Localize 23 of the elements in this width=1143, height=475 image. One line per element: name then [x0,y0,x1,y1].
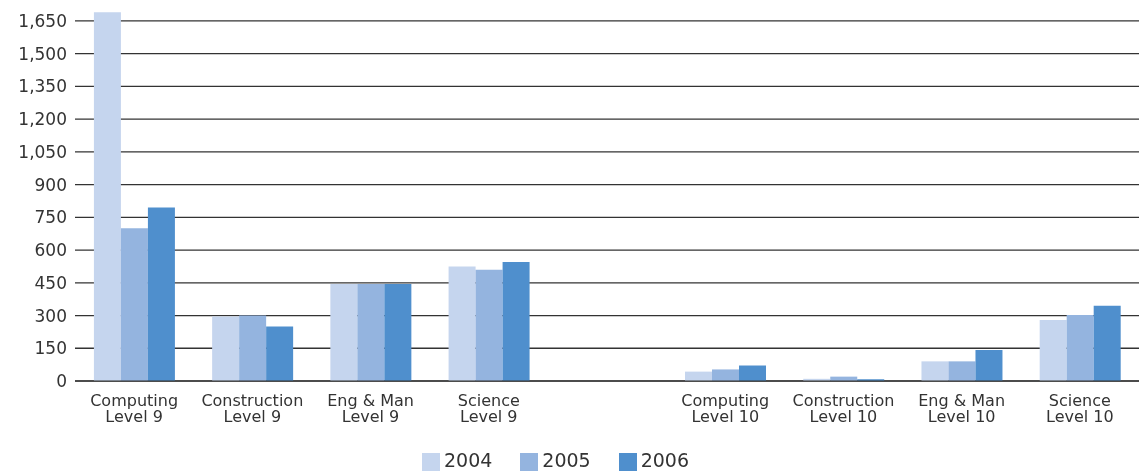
x-tick-label: Construction Level 10 [792,391,895,427]
x-tick-label: Science Level 10 [1046,391,1114,427]
y-tick-label: 0 [56,371,67,392]
legend-label: 2005 [542,449,591,471]
y-tick-label: 1,350 [18,76,67,97]
legend-label: 2004 [443,449,493,471]
y-tick-label: 1,500 [18,43,67,64]
x-tick-label: Computing Level 9 [90,391,179,427]
y-tick-label: 1,200 [18,109,67,130]
y-tick-label: 1,650 [18,10,67,31]
y-tick-label: 450 [34,272,67,293]
y-tick-label: 750 [34,207,67,228]
y-tick-label: 300 [34,305,67,326]
x-tick-label: Eng & Man Level 10 [918,391,1006,427]
y-tick-label: 900 [34,174,67,195]
x-tick-label: Computing Level 10 [681,391,770,427]
y-tick-label: 1,050 [18,141,67,162]
y-tick-label: 600 [34,240,67,261]
legend-label: 2006 [640,449,690,471]
x-tick-label: Eng & Man Level 9 [327,391,414,427]
y-tick-label: 150 [34,338,67,359]
x-tick-label: Construction Level 9 [201,391,304,427]
x-tick-label: Science Level 9 [457,391,520,427]
